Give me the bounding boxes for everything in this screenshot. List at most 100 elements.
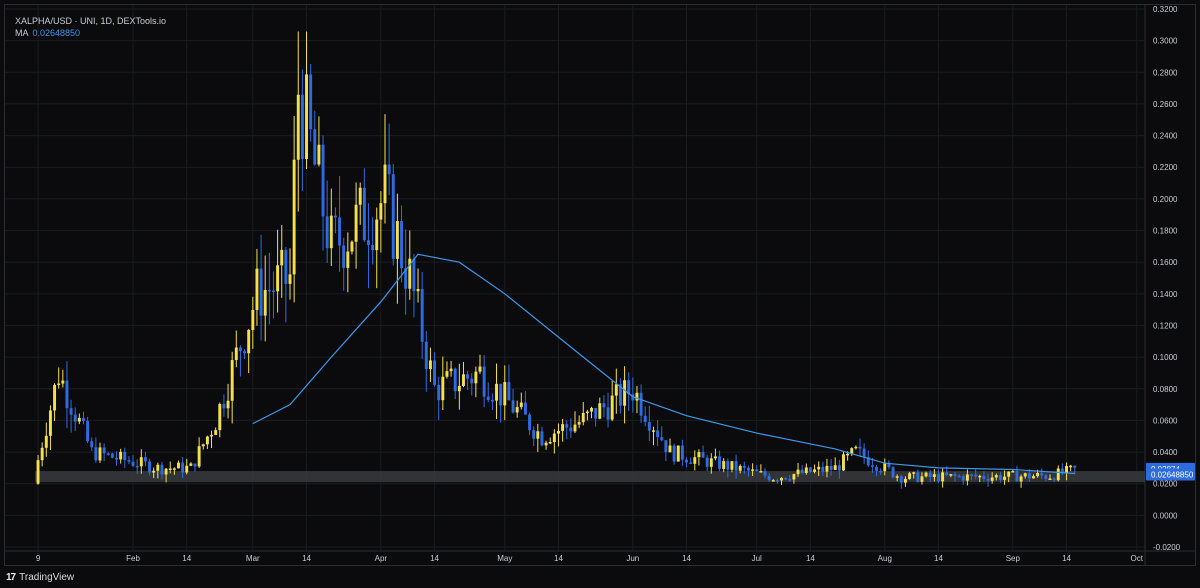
candle-down	[957, 475, 961, 478]
candle-down	[775, 480, 779, 482]
candle-down	[974, 474, 978, 477]
candle-up	[1032, 476, 1035, 479]
candle-down	[272, 290, 275, 293]
candle-up	[177, 462, 180, 469]
candle-down	[470, 378, 474, 384]
candle-up	[1011, 471, 1015, 473]
candle-down	[267, 289, 271, 292]
candle-up	[813, 469, 817, 472]
candle-up	[189, 463, 193, 466]
y-tick-label: 0.0600	[1153, 416, 1178, 425]
candle-up	[139, 457, 143, 467]
candle-up	[218, 404, 222, 431]
tradingview-logo[interactable]: 17 TradingView	[6, 572, 74, 583]
candle-up	[156, 464, 160, 471]
candle-down	[193, 463, 197, 467]
x-tick-label: Jun	[626, 554, 639, 563]
candle-up	[395, 221, 399, 259]
candle-down	[784, 477, 788, 480]
candle-up	[329, 215, 333, 249]
candle-down	[837, 465, 841, 471]
symbol-line: XALPHA/USD · UNI, 1D, DEXTools.io	[15, 16, 167, 26]
candle-down	[602, 403, 606, 408]
candle-down	[808, 467, 812, 472]
candle-down	[916, 472, 920, 482]
candle-down	[945, 472, 949, 476]
candle-down	[755, 469, 759, 472]
candle-down	[639, 392, 643, 416]
candle-up	[379, 203, 383, 220]
candle-down	[511, 400, 515, 413]
candle-down	[333, 215, 337, 218]
candle-up	[1036, 473, 1040, 477]
candle-up	[1048, 478, 1052, 481]
candle-down	[569, 427, 573, 432]
candle-down	[891, 467, 895, 478]
candle-up	[449, 368, 453, 372]
candle-down	[631, 394, 635, 401]
candle-down	[102, 447, 106, 454]
candle-up	[197, 446, 201, 467]
candle-down	[342, 245, 346, 268]
x-tick-label: 14	[934, 554, 943, 563]
candle-down	[367, 240, 370, 245]
x-tick-label: 14	[302, 554, 311, 563]
y-tick-label: 0.0200	[1153, 480, 1178, 489]
candle-up	[1065, 465, 1068, 474]
candle-down	[1052, 478, 1056, 481]
price-tag-bg	[1146, 468, 1195, 481]
candle-down	[858, 446, 862, 449]
candle-up	[350, 241, 354, 252]
candle-up	[908, 473, 912, 479]
y-tick-label: 0.1000	[1153, 353, 1178, 362]
candle-down	[371, 244, 375, 251]
candle-up	[585, 411, 589, 414]
candle-down	[672, 445, 676, 462]
brand-label: TradingView	[19, 571, 75, 583]
candle-up	[883, 462, 887, 472]
candle-down	[627, 380, 631, 395]
candle-up	[317, 144, 321, 165]
y-tick-label: 0.0800	[1153, 385, 1178, 394]
candle-down	[143, 457, 147, 462]
x-tick-label: 14	[554, 554, 563, 563]
candle-down	[606, 407, 610, 420]
candle-up	[98, 447, 102, 461]
candle-down	[507, 382, 511, 401]
candle-up	[573, 424, 577, 432]
x-tick-label: 14	[430, 554, 439, 563]
support-band	[35, 471, 1145, 483]
candlestick-chart[interactable]: 0.3200 0.3000 0.2800 0.2600 0.2400 0.2200 0.20…	[5, 5, 1195, 565]
candle-up	[536, 431, 540, 439]
candle-down	[701, 452, 705, 458]
candle-up	[457, 385, 461, 392]
candle-up	[780, 477, 783, 481]
candle-up	[920, 476, 924, 482]
candle-down	[523, 402, 527, 415]
candle-down	[821, 466, 825, 472]
candle-down	[875, 466, 878, 471]
candle-up	[48, 410, 52, 436]
y-tick-label: 0.0000	[1153, 511, 1178, 520]
y-tick-label: 0.1400	[1153, 290, 1178, 299]
candle-down	[528, 414, 532, 431]
candle-up	[44, 435, 48, 448]
candle-up	[503, 382, 507, 406]
y-tick-label: 0.2800	[1153, 68, 1178, 77]
x-tick-label: Mar	[246, 554, 260, 563]
candle-up	[214, 430, 218, 435]
y-tick-label: 0.1200	[1153, 321, 1178, 330]
chart-frame[interactable]: 0.3200 0.3000 0.2800 0.2600 0.2400 0.2200 0.20…	[4, 4, 1196, 566]
x-tick-label: Aug	[878, 554, 892, 563]
candle-down	[647, 421, 651, 431]
candle-up	[635, 392, 639, 401]
y-tick-label: 0.2400	[1153, 132, 1178, 141]
candle-up	[375, 219, 379, 251]
x-tick-label: 14	[682, 554, 691, 563]
candle-down	[391, 174, 395, 259]
candle-up	[676, 445, 680, 462]
candle-up	[474, 371, 478, 384]
candle-up	[1069, 465, 1073, 468]
candle-down	[313, 129, 317, 165]
candle-up	[255, 268, 259, 311]
